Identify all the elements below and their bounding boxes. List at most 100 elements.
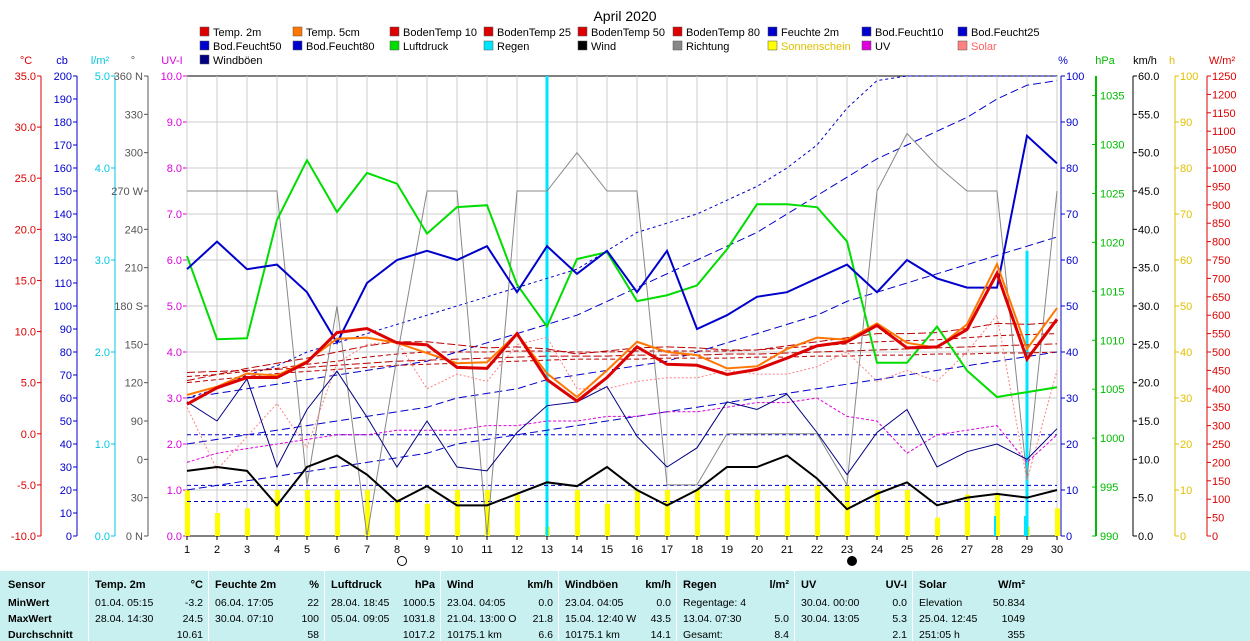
axis-tick-label: 50 xyxy=(1066,301,1078,313)
axes: °C 35.0 30.0 25.0 20.0 15.0 10.0 5.0 0.0 -5.0 -10.… xyxy=(11,55,1237,543)
axis-tick-label: 210 xyxy=(125,263,143,275)
axis-tick-label: 2.0 xyxy=(167,439,182,451)
legend-swatch xyxy=(861,26,872,37)
x-tick-label: 1 xyxy=(184,544,190,556)
axis-tick-label: 55.0 xyxy=(1138,109,1159,121)
x-tick-label: 4 xyxy=(274,544,280,556)
stats-wind: Wind km/h 23.04. 04:05 0.0 21.04. 13:00 O 21.… xyxy=(440,571,559,641)
axis-tick-label: 100 xyxy=(1212,494,1230,506)
series-line-bod-feucht10 xyxy=(186,133,1058,345)
axis-tick-label: 60 xyxy=(1066,255,1078,267)
axis-tick-label: 300 xyxy=(125,148,143,160)
stats-solar: Solar W/m² Elevation 50.834 25.04. 12:45 1049… xyxy=(912,571,1031,641)
stats-cell-value: 1000.5 xyxy=(402,597,435,609)
axis-tick-label: 15.0 xyxy=(15,275,36,287)
soil-humidity-line xyxy=(186,351,1058,491)
axis-tick-label: 0 xyxy=(1066,531,1072,543)
x-tick-label: 27 xyxy=(961,544,973,556)
x-tick-label: 9 xyxy=(424,544,430,556)
series-line-temp-2m xyxy=(186,269,1059,406)
axis-tick-label: 360 N xyxy=(114,71,143,83)
axis-tick-label: 160 xyxy=(54,163,72,175)
axis-tick-label: 500 xyxy=(1212,347,1230,359)
legend-swatch xyxy=(672,26,683,37)
legend-swatch xyxy=(672,40,683,51)
legend-swatch xyxy=(767,40,778,51)
legend-label: Regen xyxy=(497,41,529,53)
legend-swatch xyxy=(199,26,210,37)
axis-tick-label: 110 xyxy=(54,278,72,290)
stats-header: Feuchte 2m xyxy=(215,579,277,591)
legend-label: BodenTemp 25 xyxy=(497,27,571,39)
x-tick-label: 29 xyxy=(1021,544,1033,556)
x-tick-label: 7 xyxy=(364,544,370,556)
stats-cell-value: 0.0 xyxy=(538,597,553,609)
axis-tick-label: 150 xyxy=(54,186,72,198)
stats-cell-when: 05.04. 09:05 xyxy=(331,613,390,625)
sunshine-bar xyxy=(785,485,790,536)
stats-cell-value: 1031.8 xyxy=(402,613,435,625)
chart-title: April 2020 xyxy=(593,8,656,24)
axis-tick-label: 1000 xyxy=(1100,433,1124,445)
stats-unit: W/m² xyxy=(998,579,1025,591)
axis-tick-label: 3.0 xyxy=(95,255,110,267)
axis-tick-label: 20 xyxy=(1066,439,1078,451)
stats-cell-value: 0.0 xyxy=(892,597,907,609)
sunshine-bar xyxy=(515,494,520,536)
legend-label: Temp. 2m xyxy=(213,27,261,39)
legend-label: Richtung xyxy=(686,41,729,53)
axis-tick-label: 5.0 xyxy=(95,71,110,83)
stats-row-label: MaxWert xyxy=(8,613,52,625)
x-tick-label: 23 xyxy=(841,544,853,556)
x-tick-label: 30 xyxy=(1051,544,1063,556)
stats-cell-value: 14.1 xyxy=(650,629,671,641)
axis-tick-label: 20.0 xyxy=(15,224,36,236)
soil-humidity-line xyxy=(186,236,1058,445)
axis-tick-label: 1050 xyxy=(1212,145,1236,157)
axis-tick-label: 5.0 xyxy=(21,378,36,390)
legend-label: Bod.Feucht25 xyxy=(971,27,1040,39)
axis-tick-label: 1005 xyxy=(1100,384,1124,396)
stats-cell-when: Elevation xyxy=(919,597,963,609)
sunshine-bar xyxy=(815,485,820,536)
axis-tick-label: 1010 xyxy=(1100,335,1124,347)
stats-cell-when: 23.04. 04:05 xyxy=(565,597,624,609)
sunshine-bar xyxy=(395,499,400,536)
sunshine-bar xyxy=(635,490,640,536)
series-line-wind xyxy=(186,454,1058,511)
axis-tick-label: 1020 xyxy=(1100,237,1124,249)
axis-tick-label: 20 xyxy=(1180,439,1192,451)
axis-tick-label: 0.0 xyxy=(167,531,182,543)
legend-swatch xyxy=(483,40,494,51)
axis-tick-label: 6.0 xyxy=(167,255,182,267)
axis-tick-label: 20 xyxy=(60,485,72,497)
axis-tick-label: 120 xyxy=(54,255,72,267)
stats-header: Temp. 2m xyxy=(95,579,146,591)
axis-tick-label: 4.0 xyxy=(95,163,110,175)
axis-tick-label: 90 xyxy=(131,416,143,428)
axis-tick-label: 50 xyxy=(60,416,72,428)
stats-cell-when: 10175.1 km xyxy=(565,629,620,641)
axis-tick-label: 15.0 xyxy=(1138,416,1159,428)
axis-tick-label: 4.0 xyxy=(167,347,182,359)
x-tick-label: 21 xyxy=(781,544,793,556)
sunshine-bar xyxy=(995,494,1000,536)
sunshine-bar xyxy=(245,508,250,536)
axis-unit: km/h xyxy=(1133,55,1157,67)
axis-tick-label: 25.0 xyxy=(1138,339,1159,351)
stats-header: Wind xyxy=(447,579,474,591)
soil-humidity-line xyxy=(186,75,1057,399)
sunshine-bar xyxy=(1055,508,1060,536)
axis-unit: % xyxy=(1058,55,1068,67)
legend-label: Temp. 5cm xyxy=(306,27,360,39)
stats-uv: UV UV-I 30.04. 00:00 0.0 30.04. 13:05 5.3 2.1 xyxy=(794,571,913,641)
axis-tick-label: 700 xyxy=(1212,273,1230,285)
sunshine-bar xyxy=(485,490,490,536)
axis-tick-label: 250 xyxy=(1212,439,1230,451)
stats-cell-when: 13.04. 07:30 xyxy=(683,613,742,625)
axis-tick-label: 330 xyxy=(125,109,143,121)
axis-tick-label: 300 xyxy=(1212,421,1230,433)
series-line-richtung xyxy=(187,132,1058,537)
axis-tick-label: 600 xyxy=(1212,310,1230,322)
stats-unit: l/m² xyxy=(769,579,789,591)
